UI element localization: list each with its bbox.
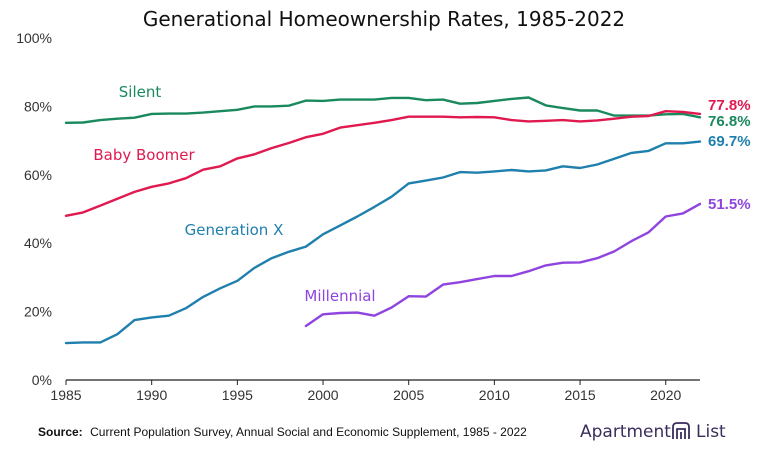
end-value-millennial: 51.5%	[708, 196, 751, 213]
x-tick-label: 1995	[222, 387, 253, 403]
brand-left: Apartment	[580, 422, 671, 442]
y-tick-label: 0%	[32, 372, 52, 388]
end-value-generation-x: 69.7%	[708, 133, 751, 150]
brand-logo: Apartment List	[580, 422, 726, 442]
series-label-generation-x: Generation X	[185, 221, 284, 239]
series-line-millennial	[304, 202, 702, 328]
series-label-silent: Silent	[119, 83, 162, 101]
x-tick-label: 1985	[50, 387, 81, 403]
x-tick-label: 1990	[136, 387, 167, 403]
y-tick-label: 40%	[24, 235, 52, 251]
axes: 1985 1990 1995 2000 2005 2010 2015 2020 0% 20% 40%…	[16, 30, 700, 403]
y-tick-label: 60%	[24, 167, 52, 183]
chart-title: Generational Homeownership Rates, 1985-2…	[143, 7, 625, 31]
series-labels: Silent 76.8% Baby Boomer 77.8% Generation X 6…	[93, 83, 750, 305]
source-label: Source:	[38, 425, 83, 439]
x-tick-label: 2000	[307, 387, 338, 403]
x-tick-label: 2020	[650, 387, 681, 403]
series-line-silent	[64, 96, 702, 124]
end-value-baby-boomer: 77.8%	[708, 97, 751, 114]
y-tick-label: 80%	[24, 98, 52, 114]
x-tick-label: 2015	[564, 387, 595, 403]
source-text: Current Population Survey, Annual Social…	[90, 425, 527, 439]
x-tick-label: 2005	[393, 387, 424, 403]
end-value-silent: 76.8%	[708, 113, 751, 130]
svg-text:Source: Current Popula: Source: Current Population Survey, Annua…	[38, 423, 527, 440]
series-label-millennial: Millennial	[304, 287, 375, 305]
y-tick-label: 100%	[16, 30, 52, 46]
series-line-baby-boomer	[64, 110, 702, 217]
series-label-baby-boomer: Baby Boomer	[93, 146, 195, 164]
series-group	[64, 96, 702, 345]
source-note: Source: Current Population Survey, Annua…	[38, 423, 527, 440]
y-tick-label: 20%	[24, 304, 52, 320]
brand-right: List	[696, 422, 726, 442]
series-line-generation-x	[64, 140, 702, 345]
apartment-list-logo-icon	[672, 422, 690, 439]
x-tick-label: 2010	[479, 387, 510, 403]
